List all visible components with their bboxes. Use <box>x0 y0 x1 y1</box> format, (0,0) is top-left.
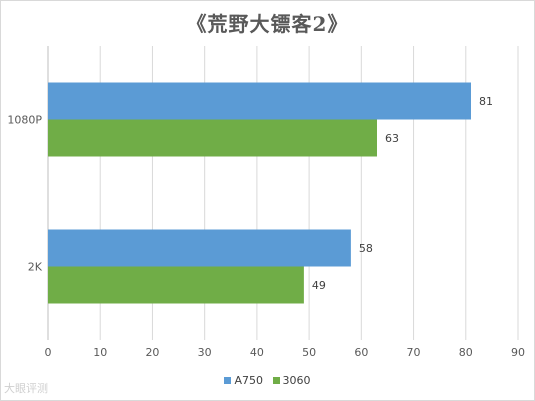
x-tick-label: 60 <box>354 346 368 359</box>
bar-data-label: 63 <box>385 132 399 145</box>
x-tick-label: 10 <box>93 346 107 359</box>
legend-swatch-3060 <box>272 377 280 384</box>
chart-title: 《荒野大镖客2》 <box>186 12 349 36</box>
x-tick-label: 0 <box>45 346 52 359</box>
bar-data-label: 49 <box>312 279 326 292</box>
x-tick-label: 90 <box>511 346 525 359</box>
bar <box>48 266 304 304</box>
x-tick-label: 80 <box>459 346 473 359</box>
watermark: 大眼评测 <box>4 382 48 395</box>
bar <box>48 82 471 120</box>
x-tick-label: 70 <box>407 346 421 359</box>
y-category-label: 1080P <box>7 114 42 127</box>
x-tick-label: 50 <box>302 346 316 359</box>
legend-item-3060: 3060 <box>272 374 311 387</box>
legend-label-a750: A750 <box>234 374 264 387</box>
bar <box>48 229 351 267</box>
bar-data-label: 58 <box>359 242 373 255</box>
chart-legend: A750 3060 <box>0 374 535 387</box>
bar <box>48 119 377 157</box>
x-tick-label: 30 <box>198 346 212 359</box>
legend-item-a750: A750 <box>224 374 263 387</box>
x-tick-label: 20 <box>145 346 159 359</box>
legend-swatch-a750 <box>224 377 232 384</box>
y-category-label: 2K <box>28 261 43 274</box>
legend-label-3060: 3060 <box>282 374 311 387</box>
bar-data-label: 81 <box>479 95 493 108</box>
x-tick-label: 40 <box>250 346 264 359</box>
